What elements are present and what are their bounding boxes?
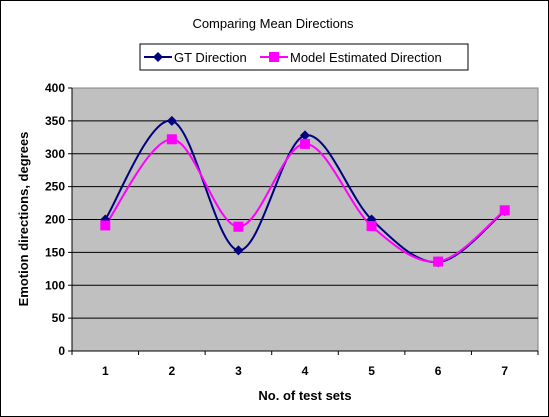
y-tick-label: 350: [45, 114, 65, 128]
y-tick-label: 0: [58, 344, 65, 358]
x-tick-label: 4: [302, 364, 309, 378]
legend-label-model: Model Estimated Direction: [290, 50, 442, 65]
x-axis-label: No. of test sets: [258, 388, 351, 403]
data-point-model: [366, 221, 377, 232]
y-tick-label: 100: [45, 278, 65, 292]
x-tick-label: 5: [368, 364, 375, 378]
data-point-model: [166, 134, 177, 145]
x-axis-ticks: 1 2 3 4 5 6 7: [71, 88, 539, 378]
legend-label-gt: GT Direction: [174, 50, 247, 65]
chart-title: Comparing Mean Directions: [192, 16, 354, 31]
x-tick-label: 3: [235, 364, 242, 378]
y-tick-label: 200: [45, 213, 65, 227]
legend: GT Direction Model Estimated Direction: [139, 43, 469, 71]
data-point-model: [499, 205, 510, 216]
legend-marker-gt: [153, 52, 163, 62]
y-tick-label: 250: [45, 180, 65, 194]
x-tick-label: 6: [435, 364, 442, 378]
x-tick-label: 2: [169, 364, 176, 378]
y-axis-label: Emotion directions, degrees: [16, 132, 31, 307]
x-tick-label: 7: [501, 364, 508, 378]
y-tick-label: 150: [45, 245, 65, 259]
data-point-model: [433, 256, 444, 267]
y-tick-label: 400: [45, 81, 65, 95]
data-point-gt: [233, 245, 244, 256]
y-tick-label: 300: [45, 147, 65, 161]
data-point-gt: [166, 115, 177, 126]
y-tick-label: 50: [52, 311, 66, 325]
data-point-model: [300, 138, 310, 149]
data-point-gt: [300, 130, 310, 141]
legend-box: [139, 43, 469, 71]
data-point-model: [100, 220, 111, 231]
legend-marker-model: [269, 52, 279, 62]
x-tick-label: 1: [102, 364, 109, 378]
data-point-model: [233, 221, 244, 232]
series-group: [100, 115, 510, 268]
y-axis-ticks: 0 50 100 150 200 250 300 350 400: [45, 81, 72, 358]
